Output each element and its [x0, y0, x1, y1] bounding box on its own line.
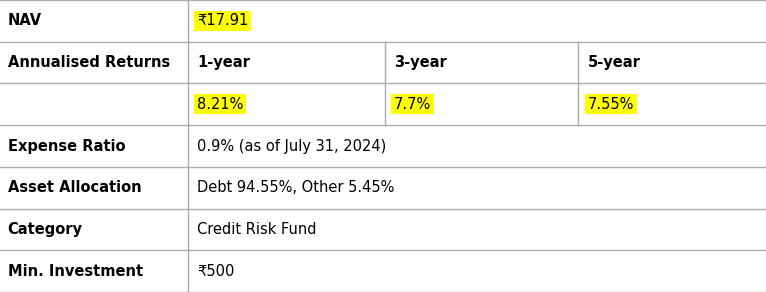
Text: Asset Allocation: Asset Allocation	[8, 180, 141, 195]
Text: 1-year: 1-year	[197, 55, 250, 70]
Text: 7.7%: 7.7%	[394, 97, 431, 112]
Text: Credit Risk Fund: Credit Risk Fund	[197, 222, 316, 237]
Text: Debt 94.55%, Other 5.45%: Debt 94.55%, Other 5.45%	[197, 180, 394, 195]
Text: Expense Ratio: Expense Ratio	[8, 138, 125, 154]
Text: 8.21%: 8.21%	[197, 97, 244, 112]
Text: NAV: NAV	[8, 13, 42, 28]
Text: Annualised Returns: Annualised Returns	[8, 55, 170, 70]
Text: 7.55%: 7.55%	[588, 97, 634, 112]
Text: ₹500: ₹500	[197, 264, 234, 279]
Text: ₹17.91: ₹17.91	[197, 13, 248, 28]
Text: Category: Category	[8, 222, 83, 237]
Text: Min. Investment: Min. Investment	[8, 264, 142, 279]
Text: 3-year: 3-year	[394, 55, 447, 70]
Text: 0.9% (as of July 31, 2024): 0.9% (as of July 31, 2024)	[197, 138, 386, 154]
Text: 5-year: 5-year	[588, 55, 640, 70]
